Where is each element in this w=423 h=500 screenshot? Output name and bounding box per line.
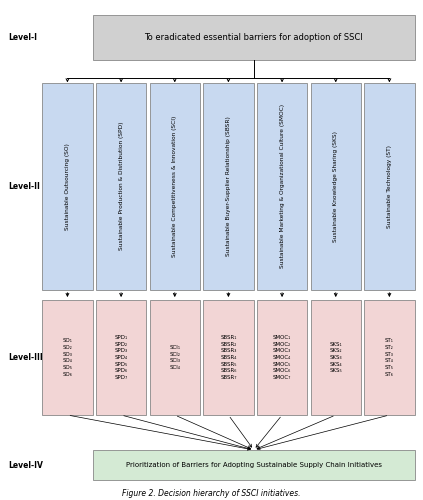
- Text: Level-IV: Level-IV: [8, 460, 43, 469]
- Bar: [310, 300, 361, 415]
- Bar: [364, 82, 415, 290]
- Bar: [203, 300, 253, 415]
- Text: Prioritization of Barriers for Adopting Sustainable Supply Chain Initiatives: Prioritization of Barriers for Adopting …: [126, 462, 382, 468]
- Bar: [203, 82, 253, 290]
- Text: Sustainable Production & Distribution (SPD): Sustainable Production & Distribution (S…: [118, 122, 124, 250]
- Text: Sustainable Technology (ST): Sustainable Technology (ST): [387, 145, 392, 228]
- Bar: [364, 300, 415, 415]
- Text: Level-II: Level-II: [8, 182, 40, 190]
- Bar: [93, 15, 415, 60]
- Bar: [257, 82, 307, 290]
- Text: Level-I: Level-I: [8, 33, 38, 42]
- Text: Sustainable Outsourcing (SO): Sustainable Outsourcing (SO): [65, 143, 70, 230]
- Bar: [310, 82, 361, 290]
- Bar: [150, 82, 200, 290]
- Bar: [257, 300, 307, 415]
- Bar: [42, 300, 93, 415]
- Text: Level-III: Level-III: [8, 353, 43, 362]
- Text: SPD₁
SPD₂
SPD₃
SPD₄
SPD₅
SPD₆
SPD₇: SPD₁ SPD₂ SPD₃ SPD₄ SPD₅ SPD₆ SPD₇: [115, 335, 128, 380]
- Text: SKS₁
SKS₂
SKS₃
SKS₄
SKS₅: SKS₁ SKS₂ SKS₃ SKS₄ SKS₅: [330, 342, 342, 373]
- Text: SCI₁
SCI₂
SCI₃
SCI₄: SCI₁ SCI₂ SCI₃ SCI₄: [169, 345, 180, 370]
- Bar: [96, 82, 146, 290]
- Bar: [42, 82, 93, 290]
- Text: Sustainable Knowledge Sharing (SKS): Sustainable Knowledge Sharing (SKS): [333, 130, 338, 242]
- Bar: [96, 300, 146, 415]
- Text: ST₁
ST₂
ST₃
ST₄
ST₅
ST₆: ST₁ ST₂ ST₃ ST₄ ST₅ ST₆: [385, 338, 394, 376]
- Text: SBSR₁
SBSR₂
SBSR₃
SBSR₄
SBSR₅
SBSR₆
SBSR₇: SBSR₁ SBSR₂ SBSR₃ SBSR₄ SBSR₅ SBSR₆ SBSR…: [220, 335, 237, 380]
- Text: Sustainable Marketing & Organizational Culture (SMOC): Sustainable Marketing & Organizational C…: [280, 104, 285, 268]
- Text: Figure 2. Decision hierarchy of SSCI initiatives.: Figure 2. Decision hierarchy of SSCI ini…: [122, 488, 301, 498]
- Text: Sustainable Competitiveness & Innovation (SCI): Sustainable Competitiveness & Innovation…: [172, 116, 177, 257]
- Text: SO₁
SO₂
SO₃
SO₄
SO₅
SO₆: SO₁ SO₂ SO₃ SO₄ SO₅ SO₆: [63, 338, 72, 376]
- Text: To eradicated essential barriers for adoption of SSCI: To eradicated essential barriers for ado…: [144, 33, 363, 42]
- Bar: [93, 450, 415, 480]
- Text: Sustainable Buyer-Supplier Relationship (SBSR): Sustainable Buyer-Supplier Relationship …: [226, 116, 231, 256]
- Bar: [150, 300, 200, 415]
- Text: SMOC₁
SMOC₂
SMOC₃
SMOC₄
SMOC₅
SMOC₆
SMOC₇: SMOC₁ SMOC₂ SMOC₃ SMOC₄ SMOC₅ SMOC₆ SMOC…: [273, 335, 291, 380]
